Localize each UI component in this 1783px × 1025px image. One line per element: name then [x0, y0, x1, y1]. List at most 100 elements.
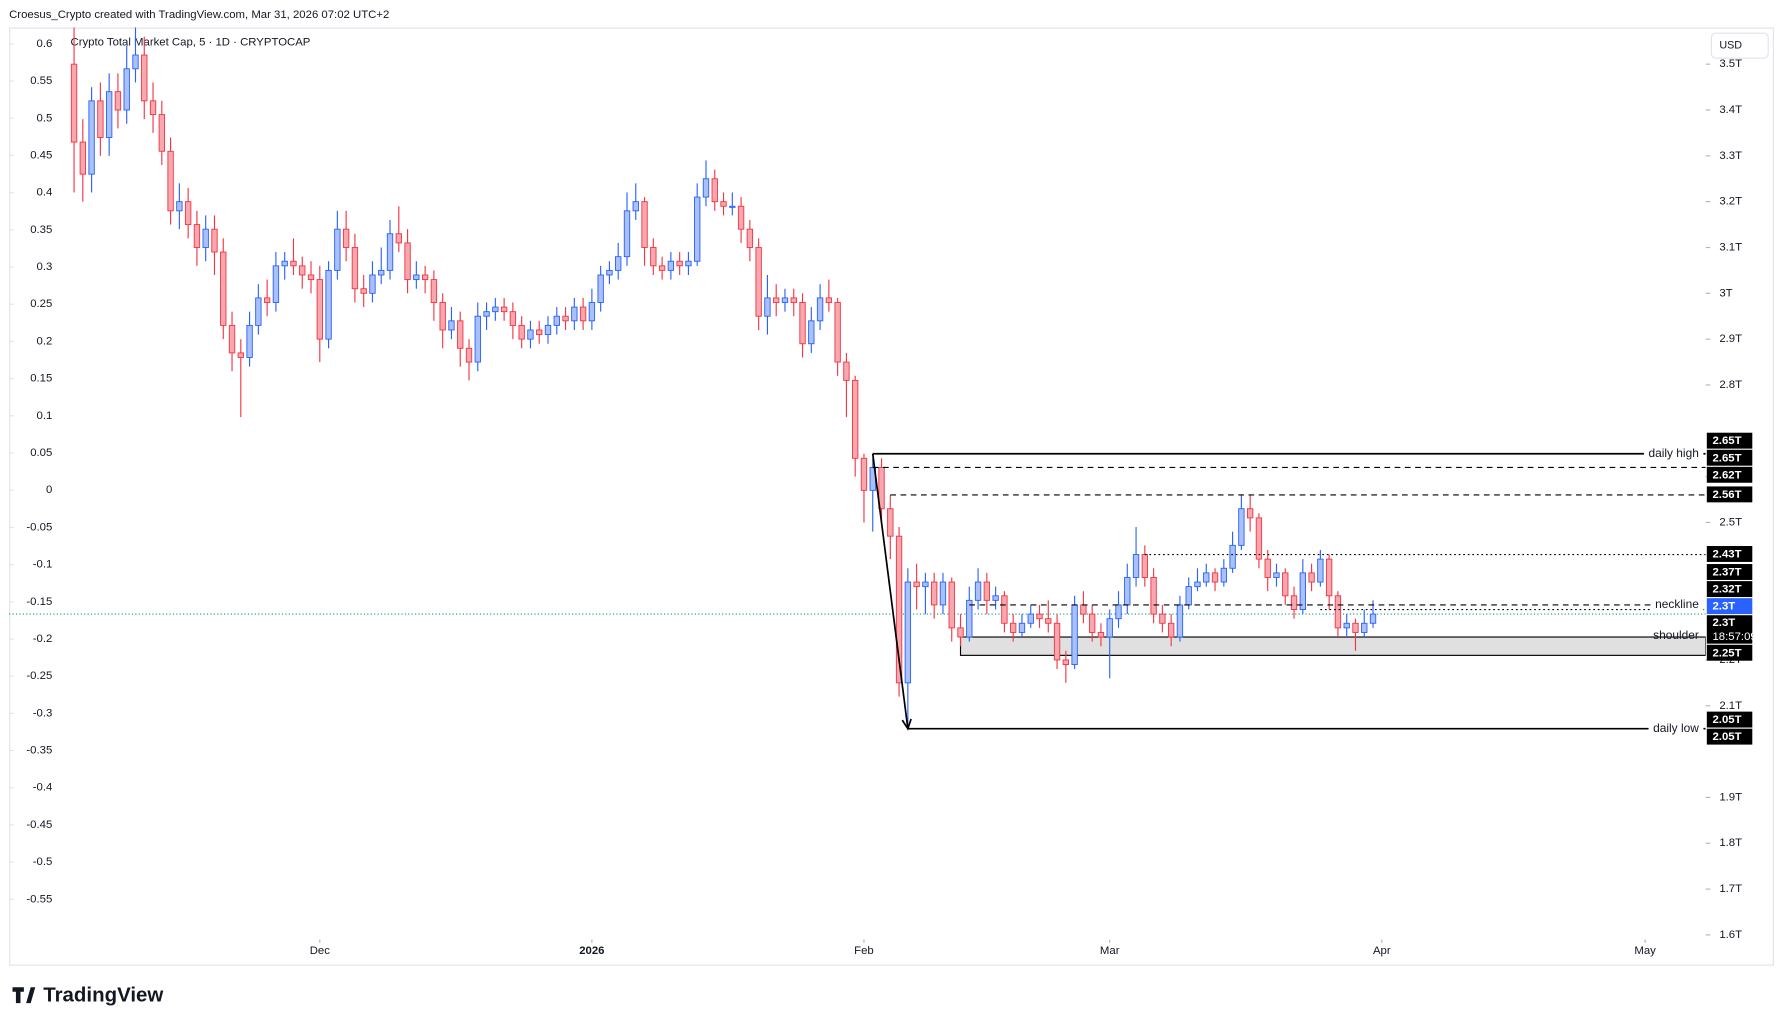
price-marker — [1706, 466, 1753, 483]
y2-tick-label: 0.2 — [37, 335, 53, 347]
candle-body — [1308, 572, 1315, 583]
candle-body — [79, 141, 86, 175]
y-tick-label: 2.9T — [1719, 333, 1742, 345]
y-tick-label: 3.1T — [1719, 241, 1742, 253]
y-tick-label: 3.3T — [1719, 150, 1742, 162]
plot-area — [9, 27, 1706, 731]
price-marker — [1706, 728, 1753, 745]
candle-body — [176, 201, 183, 212]
x-tick-label: Feb — [854, 945, 874, 957]
y-tick-label: 2.1T — [1719, 700, 1742, 712]
currency-button[interactable] — [1710, 32, 1769, 59]
price-marker — [1706, 615, 1753, 644]
candle-body — [1229, 544, 1236, 569]
candle-body — [641, 201, 648, 248]
candle-body — [1246, 508, 1254, 519]
price-marker — [1706, 546, 1753, 562]
candle-body — [843, 361, 850, 381]
price-marker-label: 2.32T — [1712, 584, 1741, 596]
candle-body — [1106, 618, 1113, 638]
candle-body — [193, 224, 201, 248]
candle-body — [263, 297, 271, 303]
candle-body — [211, 228, 218, 253]
candle-body — [88, 100, 95, 175]
candle-body — [97, 100, 104, 138]
candle-body — [694, 196, 701, 262]
price-marker — [1706, 486, 1753, 503]
candle-body — [992, 595, 999, 601]
candle-body — [70, 63, 78, 143]
candle-body — [430, 279, 438, 303]
candle-body — [272, 265, 280, 303]
candle-body — [615, 256, 622, 271]
price-marker — [1706, 644, 1753, 661]
y-tick-label: 3.4T — [1719, 104, 1742, 116]
y2-tick-label: 0.5 — [37, 112, 53, 124]
candle-body — [685, 260, 692, 267]
level-label-bg — [1648, 720, 1704, 737]
candle-body — [220, 251, 227, 326]
candle-body — [860, 457, 868, 491]
candle-body — [913, 581, 920, 588]
price-marker-label: 2.37T — [1712, 567, 1741, 579]
candle-body — [562, 315, 569, 322]
price-marker-label: 2.62T — [1712, 469, 1741, 481]
candle-body — [167, 150, 174, 212]
y-tick-label: 1.8T — [1719, 837, 1742, 849]
candle-body — [632, 201, 639, 212]
price-marker-label: 2.43T — [1712, 549, 1741, 561]
candle-body — [887, 508, 894, 537]
candle-body — [1071, 604, 1078, 665]
candle-body — [149, 100, 157, 116]
candle-body — [404, 242, 411, 281]
candle-body — [413, 274, 420, 281]
candle-body — [579, 306, 587, 322]
candle-body — [737, 205, 745, 230]
candle-body — [1027, 613, 1034, 624]
candle-body — [1088, 613, 1096, 633]
candle-body — [1080, 604, 1087, 615]
candle-body — [1010, 622, 1017, 633]
candle-body — [105, 91, 113, 138]
trend-arrow — [871, 453, 909, 729]
candle-body — [299, 265, 306, 276]
candle-body — [1159, 613, 1166, 624]
candle-body — [571, 306, 578, 322]
y2-tick-label: -0.4 — [33, 782, 53, 794]
candle-body — [588, 302, 596, 322]
candle-body — [966, 599, 973, 638]
candle-body — [1343, 622, 1350, 629]
chart-frame — [9, 27, 1774, 966]
candle-body — [114, 91, 122, 111]
level-label: daily low — [1653, 721, 1699, 735]
candle-body — [1150, 576, 1157, 615]
candle-body — [667, 260, 675, 271]
credit: Croesus_Crypto created with TradingView.… — [9, 9, 389, 21]
x-tick-label: May — [1634, 945, 1656, 957]
candle-body — [202, 228, 209, 248]
candle-body — [729, 205, 736, 208]
brand: TradingView — [43, 984, 163, 1007]
candle-body — [500, 306, 508, 313]
candle-body — [1036, 613, 1043, 620]
candle-body — [790, 297, 797, 303]
candle-body — [1185, 586, 1192, 606]
countdown: 18:57:09 — [1712, 631, 1756, 643]
candle-body — [369, 274, 376, 294]
candle-body — [132, 54, 139, 70]
y-tick-label: 2.8T — [1719, 379, 1742, 391]
y2-tick-label: -0.15 — [26, 596, 52, 608]
candle-body — [1045, 618, 1052, 624]
currency[interactable]: USD — [1719, 40, 1742, 52]
price-marker-label: 2.25T — [1712, 647, 1741, 659]
level-label-bg — [1643, 445, 1704, 462]
candle-body — [553, 315, 560, 326]
candle-body — [474, 315, 481, 363]
price-marker-label: 2.05T — [1712, 731, 1741, 743]
candle-body — [123, 68, 130, 111]
candle-body — [465, 347, 473, 363]
candle-body — [1220, 567, 1227, 583]
price-marker — [1706, 581, 1753, 598]
candle-body — [816, 297, 824, 322]
